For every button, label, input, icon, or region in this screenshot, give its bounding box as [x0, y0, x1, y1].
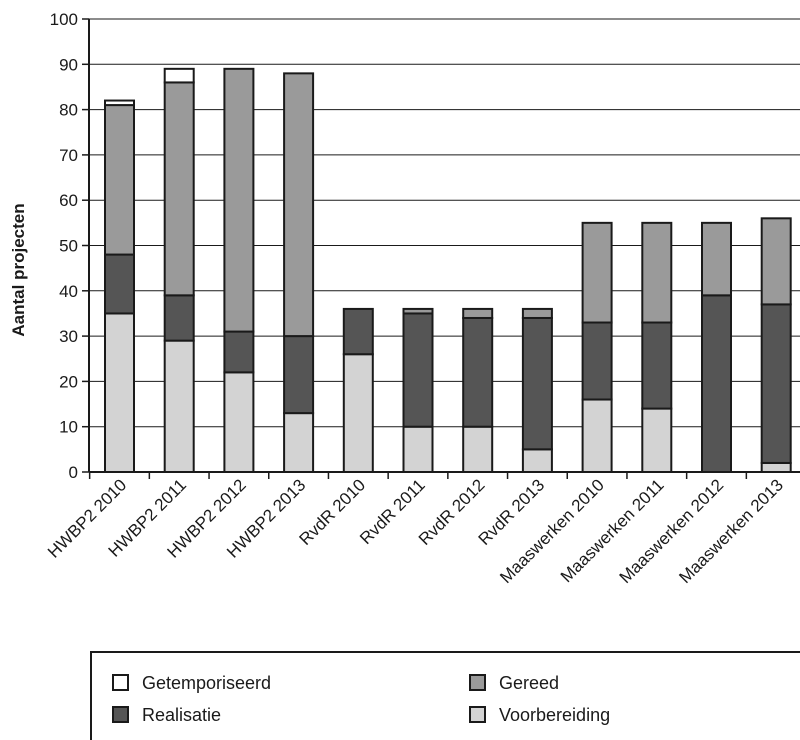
bar-segment	[283, 412, 315, 473]
bar-segment	[462, 316, 494, 428]
bar-segment	[104, 312, 135, 474]
bar-segment	[760, 303, 792, 464]
bar-segment	[581, 398, 613, 473]
x-tick-label: Maaswerken 2013	[675, 475, 787, 587]
legend-label: Getemporiseerd	[142, 673, 271, 693]
bar-segment	[462, 307, 494, 319]
bars	[104, 67, 792, 474]
bar-segment	[760, 461, 792, 474]
bar-segment	[581, 221, 613, 324]
bar-segment	[521, 316, 553, 451]
legend-swatch	[469, 674, 486, 691]
legend-swatch	[112, 706, 129, 723]
x-tick-label: Maaswerken 2010	[496, 475, 608, 587]
y-tick-label: 20	[59, 372, 78, 391]
bar-segment	[342, 307, 374, 356]
bar-segment	[163, 67, 195, 84]
y-tick-label: 70	[59, 146, 78, 165]
grid-lines	[89, 18, 800, 428]
x-tick-label: Maaswerken 2011	[557, 475, 668, 586]
legend-label: Voorbereiding	[499, 705, 610, 725]
legend-label: Realisatie	[142, 705, 221, 725]
legend: Getemporiseerd Gereed Realisatie Voorbereid…	[90, 651, 800, 740]
y-tick-label: 10	[59, 418, 78, 437]
bar-segment	[223, 67, 255, 333]
bar-segment	[163, 339, 195, 473]
bar-segment	[223, 330, 255, 374]
bar-segment	[402, 425, 434, 474]
bar-segment	[402, 307, 434, 315]
y-axis-label: Aantal projecten	[9, 203, 28, 336]
bar-segment	[163, 294, 195, 342]
bar-segment	[104, 104, 135, 256]
legend-label: Gereed	[499, 673, 559, 693]
y-tick-labels: 0 10 20 30 40 50 60 70 80 90 100	[50, 10, 78, 482]
legend-swatch	[112, 674, 129, 691]
bar-segment	[402, 312, 434, 428]
bar-segment	[760, 217, 792, 306]
axes	[82, 18, 800, 479]
bar-segment	[462, 425, 494, 474]
y-tick-label: 60	[59, 191, 78, 210]
bar-segment	[104, 253, 135, 315]
bar-segment	[342, 353, 374, 473]
y-tick-label: 90	[59, 55, 78, 74]
bar-segment	[701, 221, 732, 297]
bar-segment	[641, 221, 673, 324]
legend-swatch	[469, 706, 486, 723]
bar-segment	[641, 321, 673, 410]
bar-segment	[104, 99, 135, 107]
bar-segment	[521, 307, 553, 319]
y-tick-label: 80	[59, 101, 78, 120]
bar-segment	[283, 72, 315, 338]
bar-segment	[283, 335, 315, 415]
y-tick-label: 30	[59, 327, 78, 346]
x-tick-label: Maaswerken 2012	[616, 475, 728, 587]
y-tick-label: 50	[59, 237, 78, 256]
bar-segment	[223, 371, 255, 473]
bar-segment	[701, 294, 732, 473]
bar-segment	[163, 81, 195, 297]
legend-box	[90, 651, 800, 740]
y-tick-label: 0	[69, 463, 78, 482]
bar-segment	[641, 407, 673, 473]
bar-segment	[521, 448, 553, 474]
bar-segment	[581, 321, 613, 401]
y-tick-label: 40	[59, 282, 78, 301]
y-tick-label: 100	[50, 10, 78, 29]
